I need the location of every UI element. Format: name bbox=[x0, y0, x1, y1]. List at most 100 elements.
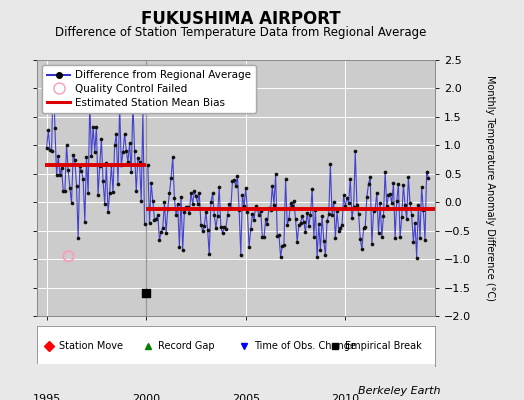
Point bbox=[46, 147, 54, 153]
Point bbox=[336, 224, 344, 231]
Text: FUKUSHIMA AIRPORT: FUKUSHIMA AIRPORT bbox=[141, 10, 341, 28]
Point bbox=[266, 207, 275, 213]
Text: Record Gap: Record Gap bbox=[158, 341, 215, 351]
Point bbox=[424, 175, 432, 181]
Point bbox=[278, 243, 287, 249]
Point bbox=[159, 224, 167, 231]
Point bbox=[334, 228, 343, 234]
Point bbox=[286, 200, 294, 206]
Point bbox=[409, 239, 418, 245]
Point bbox=[162, 230, 170, 236]
Point bbox=[56, 172, 64, 178]
Point bbox=[160, 199, 169, 206]
Point bbox=[155, 237, 163, 243]
Point bbox=[399, 182, 408, 188]
Point bbox=[102, 160, 111, 167]
Y-axis label: Monthly Temperature Anomaly Difference (°C): Monthly Temperature Anomaly Difference (… bbox=[485, 75, 495, 301]
Point bbox=[145, 220, 154, 226]
Point bbox=[320, 238, 328, 244]
Point bbox=[256, 208, 265, 214]
Point bbox=[416, 235, 424, 242]
Point bbox=[285, 216, 293, 222]
Point bbox=[101, 200, 109, 207]
Point bbox=[248, 211, 257, 218]
Point bbox=[172, 212, 180, 218]
Point bbox=[308, 186, 316, 192]
Point bbox=[192, 193, 200, 199]
Point bbox=[180, 209, 189, 216]
Point bbox=[265, 205, 273, 211]
Point bbox=[406, 200, 414, 206]
Point bbox=[401, 202, 409, 208]
Point bbox=[92, 123, 101, 130]
Point bbox=[230, 177, 238, 184]
Point bbox=[290, 198, 298, 204]
Point bbox=[49, 66, 58, 73]
Point bbox=[140, 220, 149, 227]
Point bbox=[313, 254, 321, 261]
Point bbox=[64, 167, 72, 174]
Point bbox=[419, 206, 428, 213]
Point bbox=[260, 234, 268, 241]
Point bbox=[240, 203, 248, 210]
Point bbox=[412, 254, 421, 261]
Point bbox=[132, 188, 140, 195]
Point bbox=[87, 153, 95, 160]
Point bbox=[122, 148, 130, 154]
Point bbox=[324, 211, 333, 218]
Point bbox=[163, 206, 172, 212]
Point bbox=[252, 203, 260, 209]
Point bbox=[152, 216, 160, 222]
Point bbox=[388, 200, 396, 206]
Point bbox=[144, 162, 152, 168]
Point bbox=[105, 190, 114, 196]
Point bbox=[64, 253, 73, 260]
Point bbox=[215, 184, 223, 190]
Point bbox=[331, 235, 340, 241]
Point bbox=[321, 252, 330, 259]
Point bbox=[242, 184, 250, 191]
Point bbox=[54, 153, 62, 160]
Point bbox=[255, 212, 263, 218]
Point bbox=[341, 203, 350, 209]
Point bbox=[298, 213, 307, 219]
Point bbox=[293, 239, 301, 245]
Point bbox=[389, 180, 398, 186]
Point bbox=[196, 222, 205, 228]
Point bbox=[333, 208, 341, 215]
Point bbox=[79, 176, 88, 182]
Point bbox=[84, 190, 92, 197]
Point bbox=[301, 228, 310, 235]
Point bbox=[376, 200, 384, 206]
Point bbox=[351, 148, 359, 155]
Point bbox=[69, 152, 78, 158]
Point bbox=[149, 198, 157, 204]
Text: Berkeley Earth: Berkeley Earth bbox=[358, 386, 440, 396]
Point bbox=[182, 204, 190, 210]
Point bbox=[381, 169, 389, 175]
Point bbox=[170, 195, 179, 202]
Point bbox=[356, 236, 364, 242]
Text: Difference of Station Temperature Data from Regional Average: Difference of Station Temperature Data f… bbox=[56, 26, 427, 39]
Point bbox=[253, 206, 261, 212]
Point bbox=[228, 178, 237, 184]
Point bbox=[316, 246, 324, 253]
Point bbox=[117, 162, 125, 169]
Point bbox=[104, 209, 112, 216]
Point bbox=[210, 211, 219, 218]
Point bbox=[119, 149, 127, 156]
Point bbox=[246, 226, 255, 233]
Point bbox=[223, 212, 232, 218]
Point bbox=[330, 199, 338, 205]
Point bbox=[391, 234, 399, 241]
Point bbox=[361, 224, 369, 230]
Point bbox=[202, 209, 210, 215]
Point bbox=[421, 236, 429, 243]
Point bbox=[358, 246, 366, 252]
Point bbox=[392, 198, 401, 204]
Point bbox=[187, 190, 195, 196]
Point bbox=[125, 140, 134, 146]
Point bbox=[52, 172, 61, 178]
Point bbox=[142, 290, 150, 296]
Point bbox=[154, 212, 162, 218]
